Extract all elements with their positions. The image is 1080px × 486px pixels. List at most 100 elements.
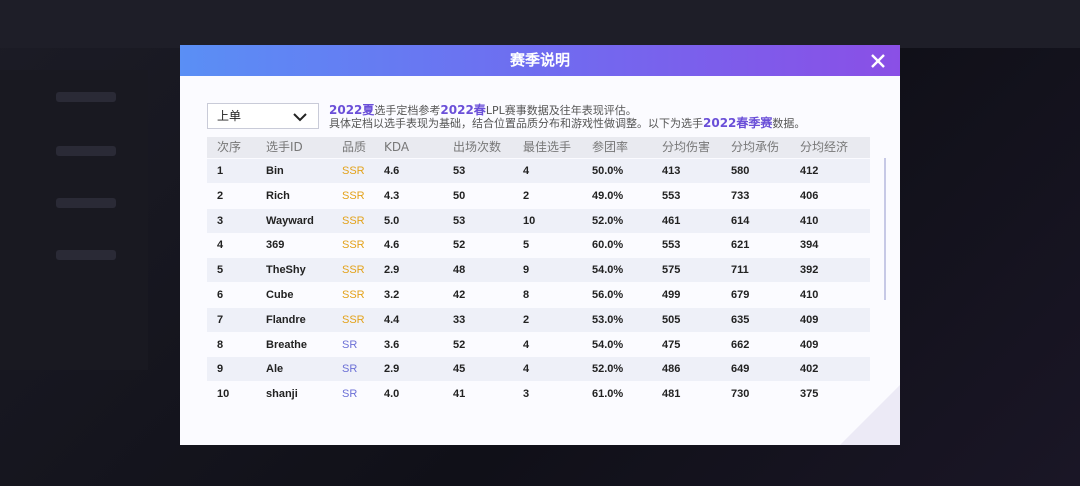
table-cell: 56.0% [592, 289, 624, 301]
column-header: 参团率 [592, 140, 629, 154]
table-cell: 412 [800, 165, 819, 177]
table-cell: 50.0% [592, 165, 624, 177]
table-cell: 409 [800, 338, 819, 351]
table-cell: 4.0 [384, 388, 400, 401]
table-cell: 481 [662, 388, 681, 401]
table-cell: 9 [523, 264, 530, 277]
scrollbar[interactable] [884, 158, 886, 300]
table-cell: 4 [523, 363, 530, 376]
table-cell: 410 [800, 214, 819, 227]
description: 2022夏选手定档参考2022春LPL赛事数据及往年表现评估。 具体定档以选手表现… [329, 103, 806, 131]
table-cell: 402 [800, 363, 819, 376]
table-cell: shanji [266, 388, 298, 401]
modal-header [180, 45, 900, 76]
table-cell: 711 [731, 264, 749, 277]
table-cell: 406 [800, 189, 819, 202]
table-cell: 52 [453, 338, 466, 351]
corner-decoration [840, 385, 900, 445]
table-cell: 679 [731, 289, 750, 301]
table-cell: 580 [731, 165, 750, 177]
table-cell: Breathe [266, 338, 307, 351]
table-cell: 3 [523, 388, 530, 401]
table-cell: Rich [266, 189, 290, 202]
table-cell: 41 [453, 388, 466, 401]
table-cell: 4 [523, 165, 530, 177]
table-cell: 375 [800, 388, 819, 401]
column-header: 选手ID [266, 140, 303, 154]
table-cell: 53 [453, 165, 466, 177]
table-cell: 575 [662, 264, 681, 277]
table-cell: 4 [217, 239, 224, 252]
description-line: 具体定档以选手表现为基础，结合位置品质分布和游戏性做调整。以下为选手2022春季… [329, 116, 806, 131]
table-cell: 45 [453, 363, 466, 376]
table-cell: 635 [731, 313, 750, 326]
table-row: 6 Cube SSR 3.2 42 8 56.0% 499 679 410 [207, 283, 870, 307]
table-cell: 730 [731, 388, 750, 401]
column-header: 出场次数 [453, 140, 502, 154]
table-cell: 394 [800, 239, 819, 252]
table-cell: 2.9 [384, 363, 400, 376]
table-cell: 54.0% [592, 264, 624, 277]
table-cell: SSR [342, 214, 365, 227]
close-button[interactable] [870, 53, 886, 69]
table-cell: 499 [662, 289, 681, 301]
table-cell: 614 [731, 214, 750, 227]
table-cell: 5 [217, 264, 224, 277]
table-cell: 649 [731, 363, 750, 376]
table-cell: 413 [662, 165, 681, 177]
modal-title: 赛季说明 [509, 51, 570, 69]
table-cell: 2 [523, 313, 530, 326]
table-cell: 3.6 [384, 338, 400, 351]
table-cell: 2 [217, 189, 224, 202]
highlight-text: 2022春季赛 [703, 116, 773, 130]
table-cell: 50 [453, 189, 466, 202]
table-cell: 10 [523, 214, 536, 227]
table-cell: 5 [523, 239, 530, 252]
table-cell: 3.2 [384, 289, 400, 301]
table-cell: Flandre [266, 313, 306, 326]
table-cell: 409 [800, 313, 819, 326]
column-header: KDA [384, 140, 410, 154]
table-cell: 621 [731, 239, 750, 252]
table-row: 1 Bin SSR 4.6 53 4 50.0% 413 580 412 [207, 159, 870, 183]
table-cell: 5.0 [384, 214, 400, 227]
table-cell: 9 [217, 363, 224, 376]
table-cell: 54.0% [592, 338, 624, 351]
dropdown-value: 上单 [217, 109, 242, 123]
table-cell: SSR [342, 165, 365, 177]
table-row: 3 Wayward SSR 5.0 53 10 52.0% 461 614 410 [207, 208, 870, 233]
description-text: 具体定档以选手表现为基础，结合位置品质分布和游戏性做调整。以下为选手 [329, 117, 703, 130]
description-text: 数据。 [772, 117, 806, 130]
table-cell: Cube [266, 289, 294, 301]
modal: 赛季说明 上单 2022夏选手定档参考2022春LPL赛事数据及往年表现评估。具… [180, 45, 900, 445]
side-menu [0, 70, 148, 370]
highlight-text: 2022夏 [329, 103, 375, 117]
table-cell: 4 [523, 338, 530, 351]
table-cell: 53.0% [592, 313, 624, 326]
table-cell: 662 [731, 338, 750, 351]
table-cell: 475 [662, 338, 681, 351]
table-cell: SR [342, 363, 358, 376]
table-cell: 61.0% [592, 388, 624, 401]
table-cell: 33 [453, 313, 466, 326]
table-cell: 410 [800, 289, 819, 301]
table-cell: 49.0% [592, 189, 624, 202]
column-header: 分均承伤 [731, 140, 780, 154]
column-header: 次序 [217, 140, 242, 154]
table-cell: 3 [217, 214, 224, 227]
table-row: 9 Ale SR 2.9 45 4 52.0% 486 649 402 [207, 357, 870, 382]
position-dropdown[interactable]: 上单 [207, 103, 319, 129]
table-cell: Ale [266, 363, 284, 376]
table-row: 5 TheShy SSR 2.9 48 9 54.0% 575 711 392 [207, 258, 870, 283]
table-cell: SSR [342, 264, 365, 277]
table-cell: SSR [342, 189, 365, 202]
column-header: 分均经济 [800, 140, 849, 154]
table-cell: 52.0% [592, 214, 624, 227]
table-cell: 4.6 [384, 239, 400, 252]
table-cell: 1 [217, 165, 224, 177]
table-cell: 53 [453, 214, 466, 227]
table-cell: 10 [217, 388, 230, 401]
table-cell: 6 [217, 289, 224, 301]
table-cell: 8 [523, 289, 530, 301]
